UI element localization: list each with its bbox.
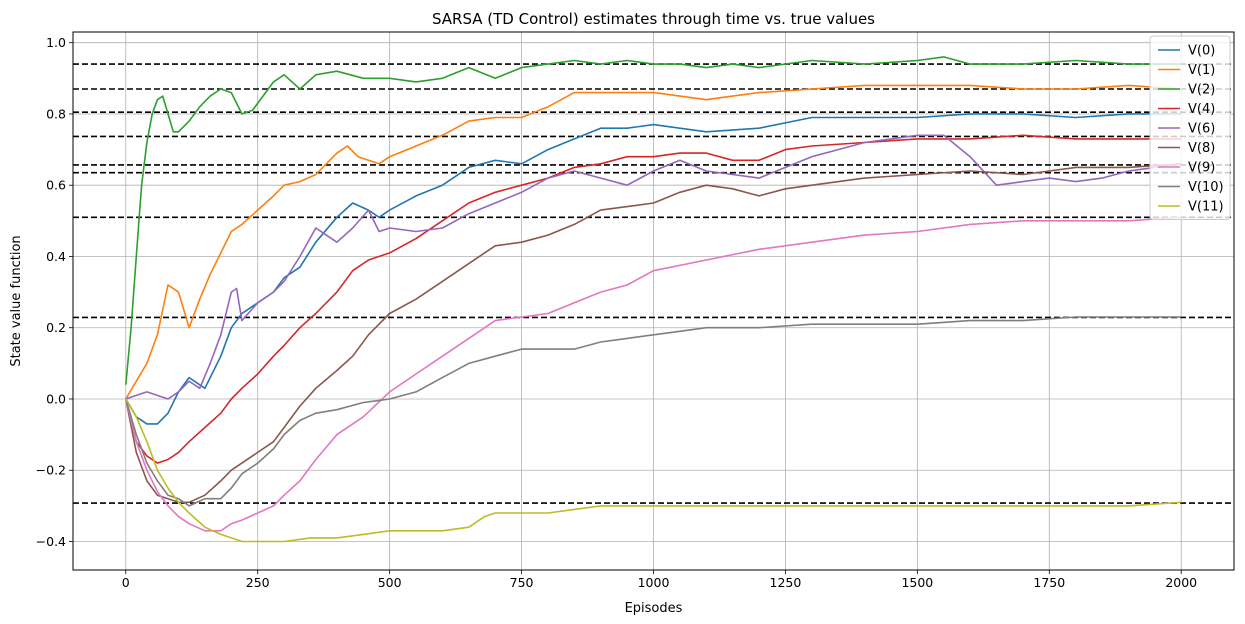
y-axis-label: State value function bbox=[9, 235, 24, 366]
chart-title: SARSA (TD Control) estimates through tim… bbox=[432, 10, 875, 28]
legend-box bbox=[1149, 35, 1231, 220]
legend-label: V(6) bbox=[1188, 122, 1215, 137]
legend-label: V(4) bbox=[1188, 102, 1215, 117]
legend-label: V(0) bbox=[1188, 44, 1215, 59]
x-tick-label: 250 bbox=[246, 575, 270, 590]
y-tick-label: 1.0 bbox=[46, 35, 66, 50]
legend: V(0) V(1) V(2) V(4) V(6) V(8) V(9) V(10) V(11) bbox=[1149, 35, 1231, 220]
y-tick-label: 0.4 bbox=[46, 249, 66, 264]
series-line-v11 bbox=[125, 398, 1182, 543]
x-tick-label: 2000 bbox=[1165, 575, 1197, 590]
series-line-v4 bbox=[125, 134, 1182, 464]
y-tick-label: −0.2 bbox=[36, 463, 66, 478]
y-tick-label: −0.4 bbox=[36, 534, 66, 549]
x-tick-label: 750 bbox=[510, 575, 534, 590]
legend-label: V(1) bbox=[1188, 63, 1215, 78]
grid bbox=[73, 32, 1234, 570]
x-tick-label: 1250 bbox=[770, 575, 802, 590]
legend-label: V(2) bbox=[1188, 83, 1215, 98]
series-line-v8 bbox=[125, 163, 1182, 504]
y-tick-label: 0.0 bbox=[46, 391, 66, 406]
x-tick-label: 1750 bbox=[1033, 575, 1065, 590]
x-tick-label: 1500 bbox=[901, 575, 933, 590]
x-axis-ticks: 0 250 500 750 1000 1250 1500 1750 2000 bbox=[122, 570, 1197, 590]
x-tick-label: 0 bbox=[122, 575, 130, 590]
legend-label: V(11) bbox=[1188, 200, 1224, 215]
series-line-v0 bbox=[125, 113, 1182, 425]
series-line-v6 bbox=[125, 134, 1182, 400]
series-lines bbox=[125, 56, 1182, 543]
y-tick-label: 0.2 bbox=[46, 320, 66, 335]
x-axis-label: Episodes bbox=[625, 601, 683, 616]
legend-label: V(9) bbox=[1188, 161, 1215, 176]
x-tick-label: 500 bbox=[378, 575, 402, 590]
series-line-v1 bbox=[125, 84, 1182, 400]
series-line-v9 bbox=[125, 216, 1182, 532]
series-line-v10 bbox=[125, 316, 1182, 507]
legend-label: V(10) bbox=[1188, 180, 1224, 195]
legend-label: V(8) bbox=[1188, 141, 1215, 156]
y-axis-ticks: −0.4 −0.2 0.0 0.2 0.4 0.6 0.8 1.0 bbox=[36, 35, 73, 549]
series-line-v2 bbox=[125, 56, 1182, 385]
y-tick-label: 0.8 bbox=[46, 106, 66, 121]
y-tick-label: 0.6 bbox=[46, 178, 66, 193]
x-tick-label: 1000 bbox=[638, 575, 670, 590]
